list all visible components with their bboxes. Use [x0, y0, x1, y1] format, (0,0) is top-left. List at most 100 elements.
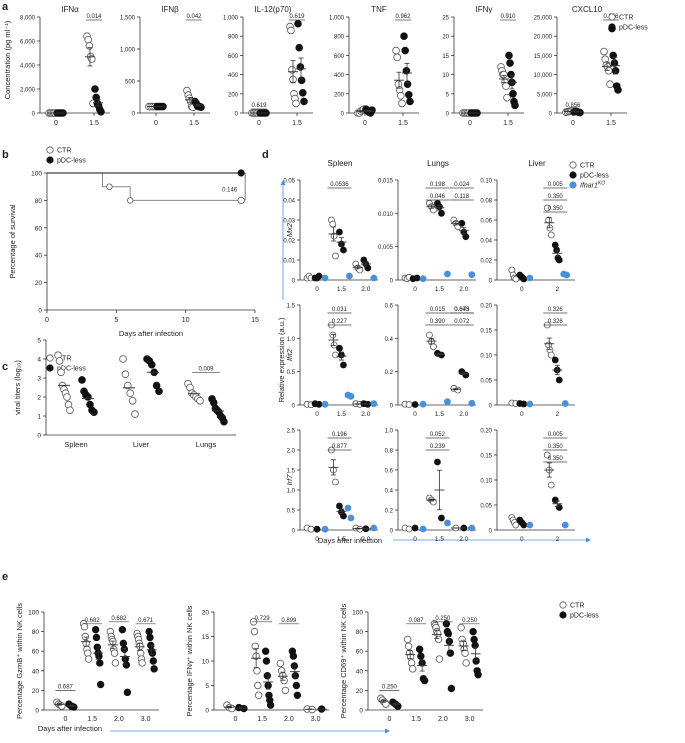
- d-mx2-spleen-ko-point: [321, 274, 329, 282]
- a-plot-2-ctr-point: [292, 99, 300, 108]
- a-plot-1-y-tick-label: 500: [125, 80, 136, 86]
- d-mx2-spleen-ctr-point: [332, 252, 339, 260]
- a-plot-1-p1-p-value: 0.042: [186, 14, 202, 20]
- e-plot-2-pdc-point: [415, 645, 424, 653]
- d-column-title-spleen: Spleen: [328, 159, 353, 168]
- c-x-tick-label: Liver: [133, 440, 150, 449]
- d-irf7-liver-ko-point: [561, 521, 569, 529]
- d-mx2-liver-ctr-point: [547, 231, 555, 239]
- e-plot-1-ctr-point: [254, 681, 262, 690]
- a-plot-5-y-tick-label: 20,000: [534, 35, 553, 41]
- a-plot-4-pdc-point: [505, 51, 513, 60]
- a-plot-2-title: IL-12(p70): [255, 5, 292, 14]
- d-ifit2-lungs-ko-point: [444, 398, 451, 406]
- d-ifit2-spleen-pdc-point: [315, 400, 323, 408]
- d-irf7-liver-y-tick-label: 0.10: [480, 479, 492, 485]
- e-plot-0-y-axis-label: Percentage GzmB⁺ within NK cells: [15, 603, 24, 719]
- d-ifit2-liver-y-tick-label: 0.20: [480, 304, 492, 310]
- d-mx2-spleen-ctr-point: [329, 220, 337, 228]
- d-mx2-liver-p1-p-value: 0.350: [548, 194, 564, 200]
- d-ifit2-liver-ko-point: [561, 400, 569, 407]
- b-x-tick-label: 0: [45, 317, 49, 324]
- d-irf7-spleen-ctr-point: [332, 478, 339, 486]
- a-plot-4-y-tick-label: 10: [442, 73, 449, 79]
- e-time-arrow-head: [385, 728, 390, 734]
- e-plot-2-pdc-point: [472, 657, 480, 665]
- a-plot-2-x-tick-label: 1.5: [292, 120, 302, 127]
- e-plot-0-ctr-point: [84, 655, 93, 663]
- a-legend-ctr-marker: [608, 13, 616, 21]
- d-irf7-liver-pdc-point: [555, 504, 563, 511]
- d-irf7-spleen-ctr-point: [307, 525, 315, 533]
- d-ifit2-lungs-ctr-point: [430, 343, 437, 351]
- a-plot-2-y-tick-label: 200: [228, 92, 239, 98]
- d-ifit2-lungs-p2-p-value: 0.675: [454, 307, 470, 313]
- d-irf7-spleen-pdc-point: [313, 525, 321, 533]
- c-pdc-point: [148, 360, 156, 369]
- d-mx2-spleen-x-tick-label: 1.5: [337, 286, 346, 293]
- d-ifit2-spleen-ctr-point: [330, 341, 338, 349]
- e-plot-0-ctr-point: [138, 659, 146, 667]
- e-plot-2-p1-p-value: 0.087: [409, 618, 425, 624]
- e-plot-0-pdc-point: [92, 633, 101, 642]
- d-irf7-liver-x-tick-label: 0: [520, 536, 524, 543]
- a-y-axis-label: Concentration (pg ml⁻¹): [3, 20, 12, 99]
- d-irf7-spleen-p1-p-value: 0.877: [332, 444, 348, 450]
- d-ifit2-spleen-y-tick-label: 0.5: [287, 370, 296, 376]
- e-plot-1-p0-p-value: 0.729: [255, 616, 271, 622]
- d-mx2-liver-ko-point: [563, 271, 571, 279]
- a-plot-3-ctr-point: [392, 46, 400, 55]
- a-plot-2-ctr-point: [287, 26, 295, 35]
- a-plot-3-y-tick-label: 600: [334, 54, 345, 60]
- e-plot-0-pdc-point: [119, 639, 128, 648]
- d-irf7-spleen-y-tick-label: 0.5: [287, 509, 296, 515]
- c-legend-ctr-marker: [46, 354, 54, 362]
- d-mx2-liver-y-tick-label: 0.02: [480, 259, 492, 265]
- a-plot-3-x-tick-label: 0: [363, 120, 367, 127]
- e-plot-0-x-tick-label: 1.5: [87, 716, 97, 723]
- d-mx2-liver-x-tick-label: 2: [555, 286, 559, 293]
- e-plot-2-pdc-point: [446, 649, 455, 657]
- d-mx2-lungs-ko-point: [444, 270, 451, 278]
- a-plot-3-title: TNF: [371, 5, 387, 14]
- c-pdc-point: [90, 408, 98, 417]
- panel-label-b: b: [2, 149, 9, 161]
- e-plot-0-y-tick-label: 100: [28, 610, 39, 617]
- e-plot-0-y-tick-label: 0: [35, 708, 39, 715]
- d-ifit2-spleen-ko-point: [321, 400, 329, 408]
- d-ifit2-spleen-y-tick-label: 1.0: [287, 337, 296, 343]
- d-ifit2-spleen-p0-p-value: 0.031: [332, 307, 348, 313]
- d-irf7-liver-ctr-point: [543, 451, 551, 459]
- d-ifit2-lungs-ko-point: [419, 400, 427, 408]
- e-plot-2-ctr-point: [461, 649, 469, 657]
- a-plot-5-pdc-point: [609, 51, 617, 60]
- a-plot-0-ctr-point: [85, 41, 94, 50]
- d-irf7-lungs-pdc-point: [411, 524, 419, 532]
- d-ifit2-liver-pdc-point: [520, 400, 528, 408]
- d-irf7-liver-ko-point: [526, 521, 534, 529]
- d-ifit2-liver-pdc-point: [551, 356, 559, 364]
- d-legend-ctr-label: CTR: [580, 163, 594, 170]
- d-irf7-spleen-pdc-point: [340, 512, 347, 520]
- d-ifit2-liver-pdc-point: [555, 376, 563, 384]
- d-ifit2-lungs-y-tick-label: 0.2: [385, 370, 394, 376]
- d-irf7-lungs-ko-point: [444, 519, 451, 527]
- e-plot-2-pdc-point: [447, 684, 456, 693]
- d-mx2-lungs-y-tick-label: 0.015: [378, 179, 394, 185]
- c-pdc-point: [220, 417, 228, 426]
- a-plot-2-y-tick-label: 800: [228, 35, 239, 41]
- d-mx2-lungs-y-tick-label: 0.010: [378, 212, 394, 218]
- d-ifit2-liver-y-tick-label: 0: [489, 404, 493, 410]
- d-irf7-liver-ctr-point: [512, 521, 520, 529]
- d-legend-ctr-marker: [569, 161, 577, 169]
- a-plot-5-y-tick-label: 0: [549, 112, 553, 118]
- e-plot-0-pdc-point: [146, 633, 154, 642]
- e-plot-1-x-tick-label: 0: [233, 716, 237, 723]
- c-pdc-point: [84, 393, 92, 401]
- a-plot-4-y-tick-label: 5: [446, 92, 450, 98]
- a-plot-5-pdc-point: [614, 86, 622, 94]
- e-plot-0-y-tick-label: 20: [32, 688, 40, 695]
- d-ifit2-lungs-y-tick-label: 0.4: [385, 337, 394, 343]
- a-plot-4-pdc-point: [511, 101, 519, 110]
